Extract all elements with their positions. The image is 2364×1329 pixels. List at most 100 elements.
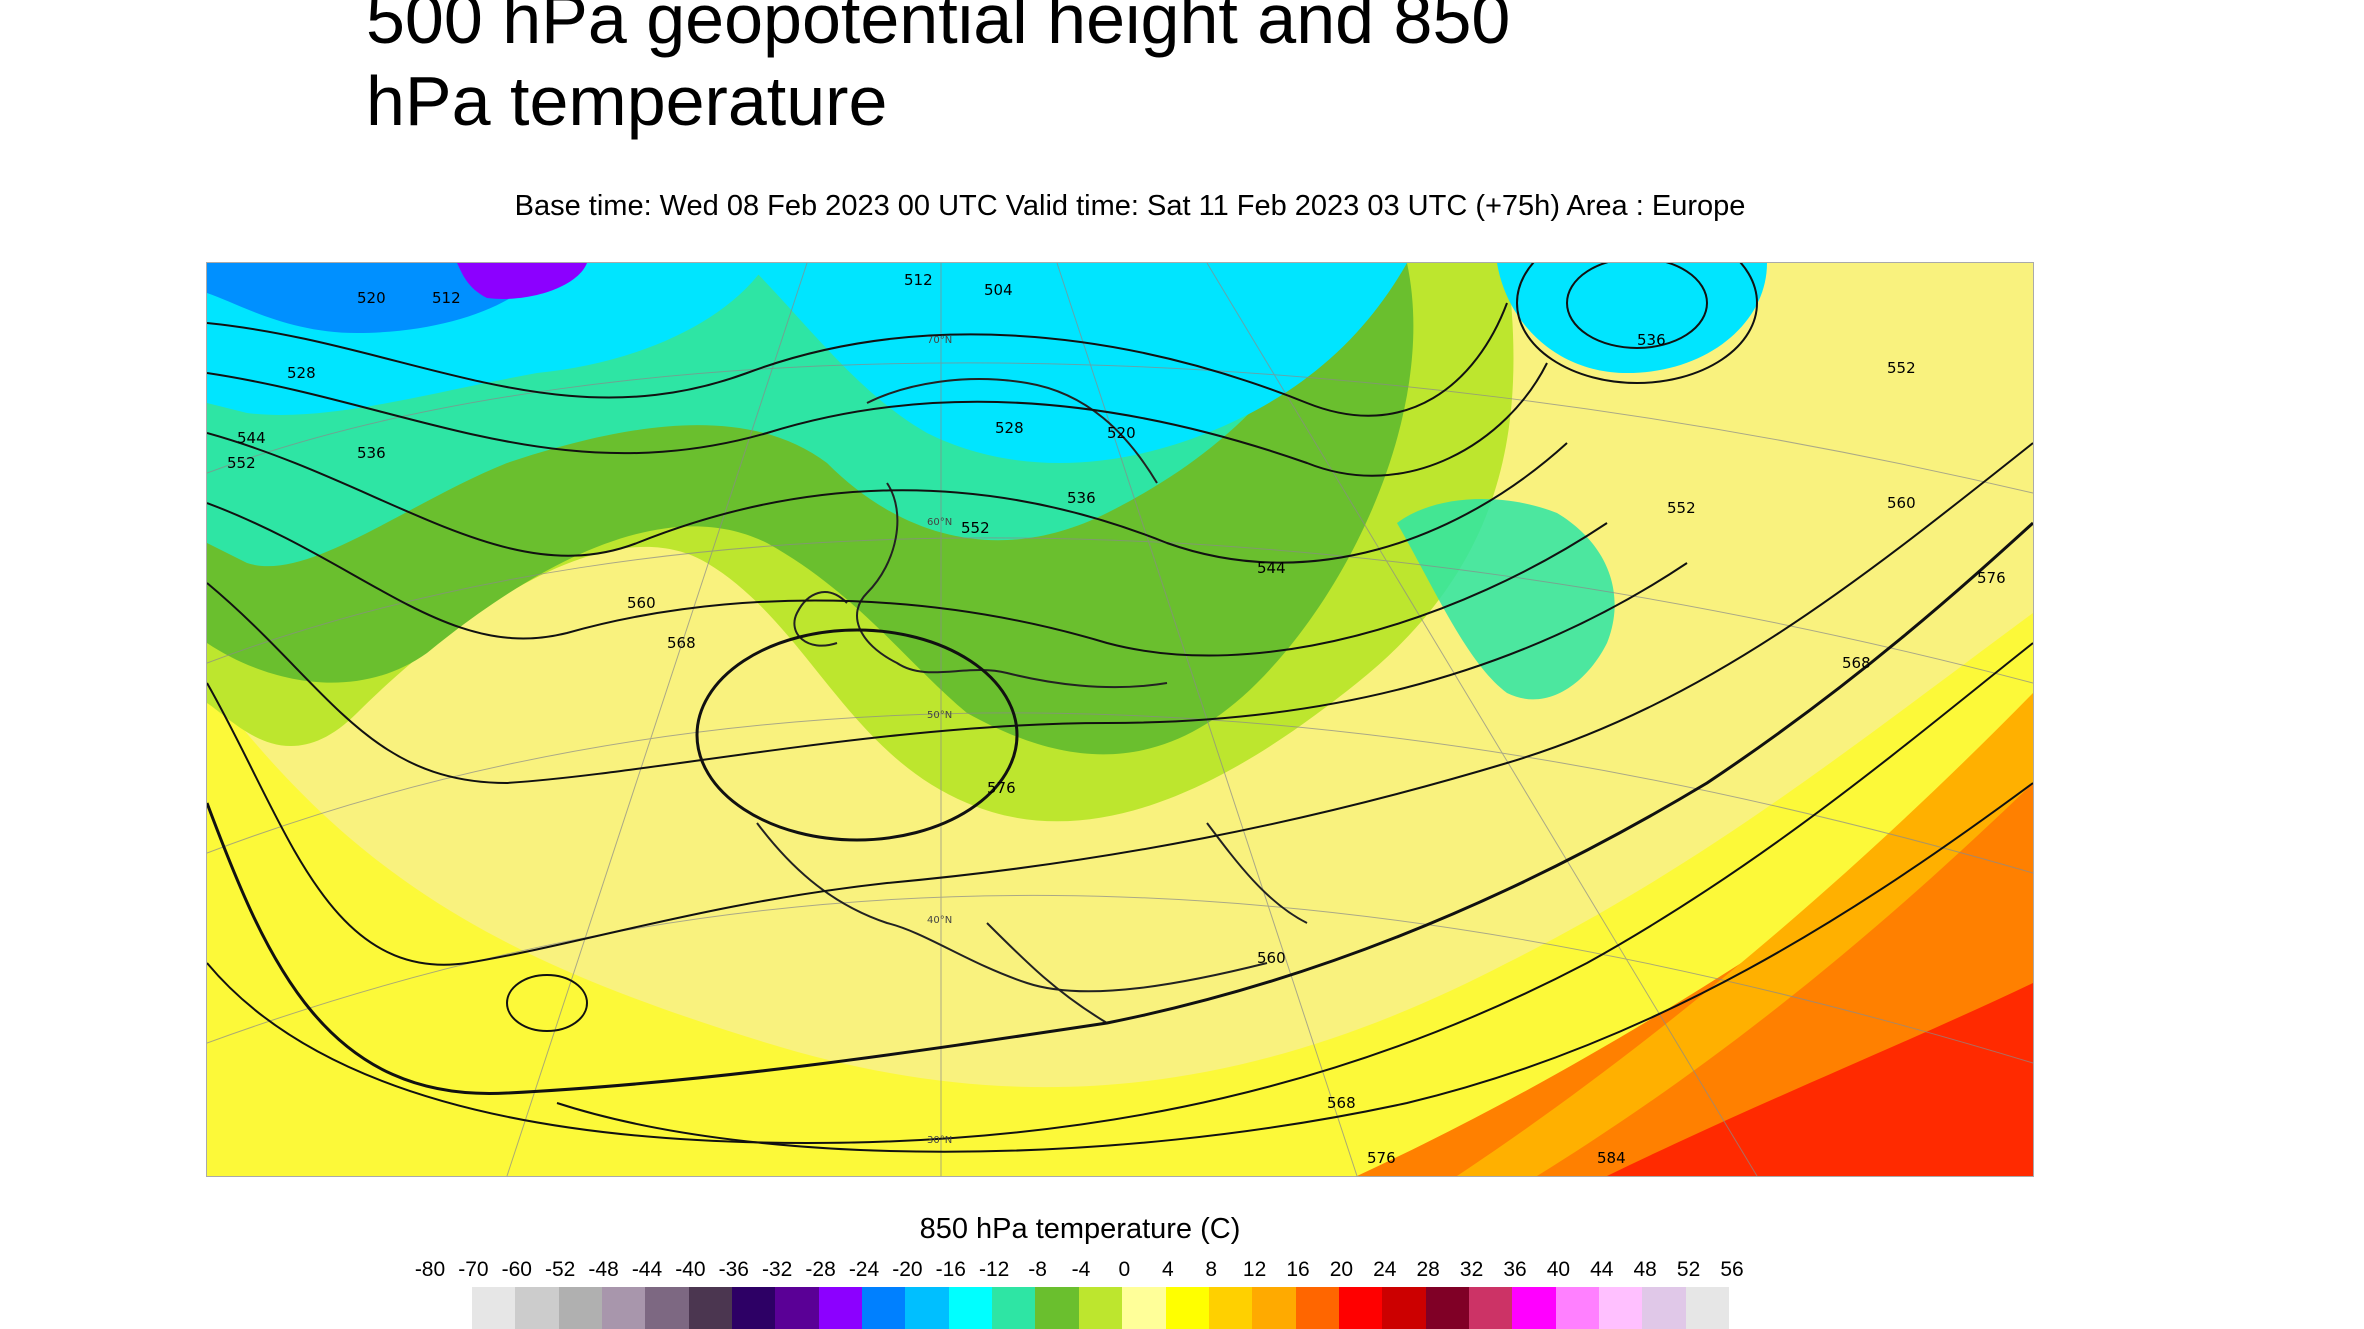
legend-tick-label: 44 bbox=[1590, 1258, 1614, 1281]
title-line-1: 500 hPa geopotential height and 850 bbox=[366, 0, 1511, 58]
legend-tick-labels: -80 -70 -60 -52 -48 -44 -40 -36 -32 -28 -24 -20 -16-… bbox=[400, 1257, 1744, 1283]
legend-tick-label: -48 bbox=[588, 1258, 619, 1281]
shade-blue-greenland bbox=[207, 263, 547, 333]
contour-label: 560 bbox=[1257, 949, 1286, 967]
contour-label: 528 bbox=[995, 419, 1024, 437]
legend-swatch bbox=[1035, 1287, 1079, 1329]
legend-swatch bbox=[1555, 1287, 1599, 1329]
legend-swatch bbox=[558, 1287, 603, 1329]
contour-label: 560 bbox=[1887, 494, 1916, 512]
legend-tick-label: 16 bbox=[1286, 1258, 1310, 1281]
map-canvas: 512 504 520 512 528 536 544 552 536 520 … bbox=[207, 263, 2033, 1176]
legend-tick-label: -8 bbox=[1028, 1258, 1047, 1281]
legend-tick-label: 0 bbox=[1118, 1258, 1131, 1281]
contour-label: 576 bbox=[1367, 1149, 1396, 1167]
legend-swatch bbox=[1598, 1287, 1643, 1329]
lat-label: 50°N bbox=[927, 710, 952, 721]
legend-title: 850 hPa temperature (C) bbox=[919, 1213, 1241, 1245]
legend-swatch bbox=[1252, 1287, 1296, 1329]
shade-violet-greenland bbox=[457, 263, 587, 299]
lat-label: 30°N bbox=[927, 1135, 952, 1146]
legend-swatch bbox=[1165, 1287, 1209, 1329]
legend-tick-label: -4 bbox=[1071, 1258, 1091, 1281]
color-legend bbox=[472, 1287, 1729, 1329]
contour-label: 512 bbox=[904, 271, 933, 289]
legend-tick-label: -70 bbox=[458, 1258, 489, 1281]
contour-label: 504 bbox=[984, 281, 1013, 299]
contour-label: 536 bbox=[1637, 331, 1666, 349]
legend-tick-label: 12 bbox=[1242, 1258, 1267, 1281]
legend-tick-label: -24 bbox=[848, 1258, 880, 1281]
contour-label: 552 bbox=[961, 519, 990, 537]
contour-label: 584 bbox=[1597, 1149, 1626, 1167]
legend-tick-label: 24 bbox=[1373, 1258, 1397, 1281]
contour-label: 536 bbox=[357, 444, 386, 462]
contour-labels: 512 504 520 512 528 536 544 552 536 520 … bbox=[227, 271, 2006, 1167]
lat-label: 40°N bbox=[927, 915, 952, 926]
legend-tick-label: 56 bbox=[1720, 1258, 1744, 1281]
contour-label: 552 bbox=[227, 454, 256, 472]
page-title: 500 hPa geopotential height and 850 hPa … bbox=[366, 0, 1626, 142]
legend-swatch bbox=[645, 1287, 689, 1329]
legend-tick-label: -60 bbox=[501, 1258, 532, 1281]
contour-label: 552 bbox=[1887, 359, 1916, 377]
legend-swatch bbox=[862, 1287, 906, 1329]
legend-swatch bbox=[1295, 1287, 1339, 1329]
contour-label: 520 bbox=[1107, 424, 1136, 442]
contour-label: 544 bbox=[237, 429, 266, 447]
contours bbox=[207, 263, 2033, 1153]
legend-tick-label: -80 bbox=[414, 1258, 446, 1281]
legend-swatch bbox=[472, 1287, 516, 1329]
lat-label: 60°N bbox=[927, 517, 952, 528]
contour-label: 568 bbox=[1842, 654, 1871, 672]
legend-tick-label: -16 bbox=[935, 1258, 966, 1281]
legend-swatch bbox=[992, 1287, 1036, 1329]
contour-label: 512 bbox=[432, 289, 461, 307]
legend-tick-label: -52 bbox=[545, 1258, 576, 1281]
legend-swatch bbox=[775, 1287, 819, 1329]
legend-swatch bbox=[1642, 1287, 1686, 1329]
legend-tick-label: 20 bbox=[1329, 1258, 1354, 1281]
contour-label: 568 bbox=[667, 634, 696, 652]
legend-tick-label: -12 bbox=[979, 1258, 1010, 1281]
legend-tick-label: 40 bbox=[1546, 1258, 1571, 1281]
legend-tick-label: 48 bbox=[1633, 1258, 1657, 1281]
shade-red-southeast bbox=[1607, 983, 2033, 1176]
lat-label: 70°N bbox=[927, 335, 952, 346]
contour-label: 576 bbox=[1977, 569, 2006, 587]
title-line-2: hPa temperature bbox=[366, 62, 888, 140]
contour-label: 544 bbox=[1257, 559, 1286, 577]
contour-label: 536 bbox=[1067, 489, 1096, 507]
legend-tick-label: -28 bbox=[805, 1258, 836, 1281]
legend-swatch bbox=[948, 1287, 993, 1329]
legend-tick-label: 32 bbox=[1459, 1258, 1484, 1281]
latitude-labels: 70°N 60°N 50°N 40°N 30°N bbox=[927, 335, 952, 1146]
legend-swatch bbox=[1208, 1287, 1253, 1329]
legend-swatch bbox=[602, 1287, 646, 1329]
legend-swatch bbox=[1122, 1287, 1166, 1329]
legend-tick-label: -32 bbox=[762, 1258, 793, 1281]
legend-tick-label: 4 bbox=[1161, 1258, 1174, 1281]
legend-tick-label: -20 bbox=[892, 1258, 923, 1281]
legend-swatch bbox=[1685, 1287, 1729, 1329]
legend-tick-label: 36 bbox=[1503, 1258, 1527, 1281]
legend-swatch bbox=[1338, 1287, 1383, 1329]
contour-label: 560 bbox=[627, 594, 656, 612]
legend-tick-label: -44 bbox=[631, 1258, 663, 1281]
legend-swatch bbox=[515, 1287, 559, 1329]
shade-cyan-russia bbox=[1497, 263, 1767, 373]
legend-tick-label: -36 bbox=[718, 1258, 749, 1281]
legend-swatch bbox=[1512, 1287, 1556, 1329]
shade-cyan-scandinavia bbox=[747, 263, 1407, 463]
contour-label: 528 bbox=[287, 364, 316, 382]
shade-yellow-south bbox=[207, 613, 2033, 1176]
shade-teal-blacksea bbox=[1397, 499, 1615, 700]
forecast-map[interactable]: 512 504 520 512 528 536 544 552 536 520 … bbox=[206, 262, 2034, 1177]
legend-tick-label: 28 bbox=[1416, 1258, 1440, 1281]
legend-swatch bbox=[1382, 1287, 1426, 1329]
contour-label: 576 bbox=[987, 779, 1016, 797]
legend-swatch bbox=[732, 1287, 776, 1329]
contour-label: 568 bbox=[1327, 1094, 1356, 1112]
legend-tick-label: 8 bbox=[1205, 1258, 1218, 1281]
legend-swatch bbox=[688, 1287, 733, 1329]
